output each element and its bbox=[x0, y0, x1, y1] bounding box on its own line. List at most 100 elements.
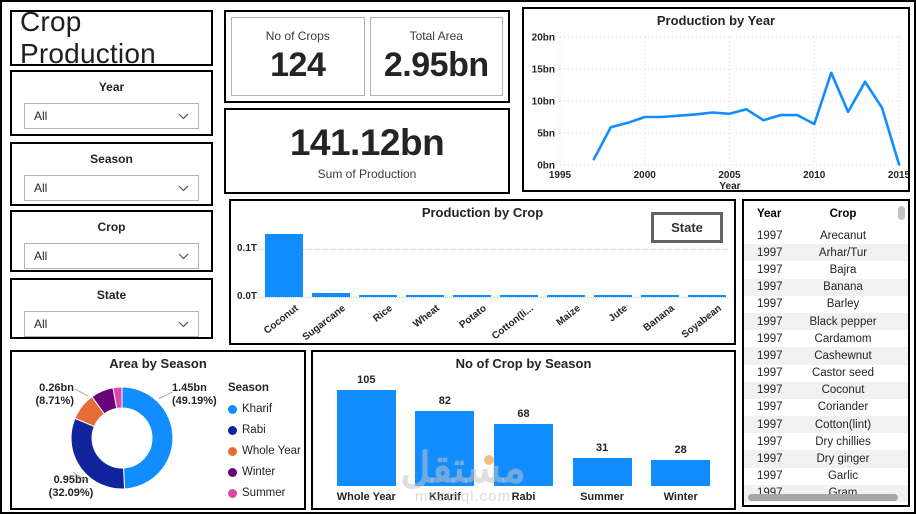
table-row[interactable]: 1997 Coriander bbox=[744, 399, 908, 416]
table-row[interactable]: 1997 Garlic bbox=[744, 468, 908, 485]
page-title: Crop Production bbox=[20, 6, 156, 69]
table-row[interactable]: 1997 Cotton(lint) bbox=[744, 416, 908, 434]
bar-Coconut[interactable] bbox=[265, 234, 304, 297]
legend-item-Rabi[interactable]: Rabi bbox=[228, 424, 301, 436]
donut-slice-Kharif[interactable] bbox=[121, 386, 174, 490]
table-row[interactable]: 1997 Bajra bbox=[744, 261, 908, 278]
x-tick: 1995 bbox=[549, 170, 572, 181]
cell-year: 1997 bbox=[757, 384, 783, 397]
data-label: 28 bbox=[674, 444, 687, 457]
bar-Potato[interactable] bbox=[453, 295, 492, 297]
state-drill-button[interactable]: State bbox=[651, 212, 723, 243]
filter-year-label: Year bbox=[98, 80, 125, 94]
line-series[interactable] bbox=[592, 71, 901, 166]
kpi-total-area: Total Area 2.95bn bbox=[369, 17, 503, 96]
data-label: 82 bbox=[438, 395, 452, 407]
cell-year: 1997 bbox=[757, 263, 783, 276]
bar-Jute[interactable] bbox=[593, 295, 632, 297]
bar-column-Kharif: 82 Kharif bbox=[406, 370, 485, 503]
cell-year: 1997 bbox=[757, 281, 783, 294]
donut-chart[interactable] bbox=[66, 382, 178, 494]
x-tick: 2010 bbox=[803, 170, 826, 181]
bar-Winter[interactable] bbox=[651, 460, 711, 486]
legend-item-Winter[interactable]: Winter bbox=[228, 466, 301, 478]
bar-Summer[interactable] bbox=[572, 457, 632, 486]
year-crop-table: Year Crop 1997 Arecanut 1997 Arhar/Tur 1997 B… bbox=[742, 199, 910, 507]
table-row[interactable]: 1997 Cardamom bbox=[744, 330, 908, 347]
bar-Sugarcane[interactable] bbox=[312, 293, 351, 297]
bar-Maize[interactable] bbox=[546, 295, 585, 297]
bar-Whole Year[interactable] bbox=[336, 390, 396, 486]
vertical-scrollbar[interactable] bbox=[898, 206, 905, 220]
filter-year-dropdown[interactable]: All bbox=[24, 103, 199, 129]
kpi-sum-production: 141.12bn Sum of Production bbox=[224, 108, 510, 194]
line-chart[interactable]: 0bn 5bn 10bn 15bn 20bn 1995 2000 2005 2010 2015 Ye… bbox=[524, 25, 908, 191]
legend-label: Winter bbox=[242, 466, 276, 478]
cell-year: 1997 bbox=[757, 435, 783, 448]
bar-Rabi[interactable] bbox=[493, 423, 553, 486]
dropdown-value: All bbox=[34, 317, 48, 331]
bar-Kharif[interactable] bbox=[415, 411, 475, 486]
legend-item-Whole Year[interactable]: Whole Year bbox=[228, 445, 301, 457]
filter-state-dropdown[interactable]: All bbox=[24, 311, 199, 337]
y-tick: 0bn bbox=[537, 161, 555, 172]
cell-year: 1997 bbox=[757, 298, 783, 311]
table-row[interactable]: 1997 Dry chillies bbox=[744, 433, 908, 450]
cell-crop: Black pepper bbox=[809, 315, 877, 328]
legend-dot-icon bbox=[228, 467, 237, 477]
y-tick: 20bn bbox=[532, 33, 555, 44]
legend-dot-icon bbox=[228, 488, 237, 498]
bar-Rice[interactable] bbox=[359, 295, 398, 297]
table-row[interactable]: 1997 Arhar/Tur bbox=[744, 244, 908, 262]
cell-crop: Bajra bbox=[829, 263, 857, 276]
table-row[interactable]: 1997 Banana bbox=[744, 278, 908, 296]
kpi-label: No of Crops bbox=[265, 28, 330, 43]
column-header-crop[interactable]: Crop bbox=[829, 208, 857, 220]
bar-column-Summer: 31 Summer bbox=[563, 370, 642, 503]
legend-dot-icon bbox=[228, 425, 237, 435]
cell-year: 1997 bbox=[757, 453, 783, 466]
table-row[interactable]: 1997 Castor seed bbox=[744, 365, 908, 382]
cell-crop: Castor seed bbox=[811, 367, 874, 380]
donut-slice-Summer[interactable] bbox=[112, 386, 123, 410]
donut-legend: Season Kharif Rabi Whole Year Winter Summer bbox=[228, 382, 301, 508]
table-row[interactable]: 1997 Barley bbox=[744, 296, 908, 313]
legend-label: Whole Year bbox=[242, 445, 301, 457]
table-row[interactable]: 1997 Arecanut bbox=[744, 227, 908, 244]
data-label: 31 bbox=[595, 441, 609, 454]
cell-crop: Arecanut bbox=[819, 229, 867, 242]
legend-title: Season bbox=[228, 382, 269, 394]
horizontal-scrollbar[interactable] bbox=[748, 494, 898, 501]
filter-crop-label: Crop bbox=[97, 220, 126, 234]
filter-crop-dropdown[interactable]: All bbox=[24, 243, 199, 269]
cell-crop: Coriander bbox=[817, 401, 869, 414]
table-row[interactable]: 1997 Black pepper bbox=[744, 312, 908, 331]
table-header: Year Crop bbox=[744, 201, 908, 227]
legend-item-Kharif[interactable]: Kharif bbox=[228, 403, 301, 415]
bar-column-Rabi: 68 Rabi bbox=[484, 370, 563, 503]
legend-dot-icon bbox=[228, 446, 237, 456]
chevron-down-icon bbox=[178, 247, 189, 265]
cell-year: 1997 bbox=[757, 246, 783, 259]
column-header-year[interactable]: Year bbox=[757, 208, 782, 220]
bar-Soyabean[interactable] bbox=[687, 295, 726, 297]
chart-no-of-crop-by-season: No of Crop by Season 105 Whole Year 82 Khar… bbox=[311, 350, 736, 510]
cell-crop: Barley bbox=[826, 298, 860, 311]
bar-Banana[interactable] bbox=[640, 295, 679, 297]
filter-season-dropdown[interactable]: All bbox=[24, 175, 199, 201]
chevron-down-icon bbox=[178, 107, 189, 125]
cell-crop: Cashewnut bbox=[814, 349, 872, 362]
kpi-value: 141.12bn bbox=[289, 121, 445, 163]
table-row[interactable]: 1997 Dry ginger bbox=[744, 450, 908, 468]
chevron-down-icon bbox=[178, 315, 189, 333]
gridline bbox=[257, 297, 728, 298]
callout-kharif: 1.45bn (49.19%) bbox=[172, 382, 217, 407]
filter-season-label: Season bbox=[90, 152, 133, 166]
bar-Cotton(li...[interactable] bbox=[499, 295, 538, 297]
table-row[interactable]: 1997 Cashewnut bbox=[744, 347, 908, 365]
cell-crop: Dry chillies bbox=[815, 435, 871, 448]
legend-item-Summer[interactable]: Summer bbox=[228, 487, 301, 499]
table-row[interactable]: 1997 Coconut bbox=[744, 381, 908, 399]
bar-Wheat[interactable] bbox=[406, 295, 445, 297]
bar-column-Whole Year: 105 Whole Year bbox=[327, 370, 406, 503]
